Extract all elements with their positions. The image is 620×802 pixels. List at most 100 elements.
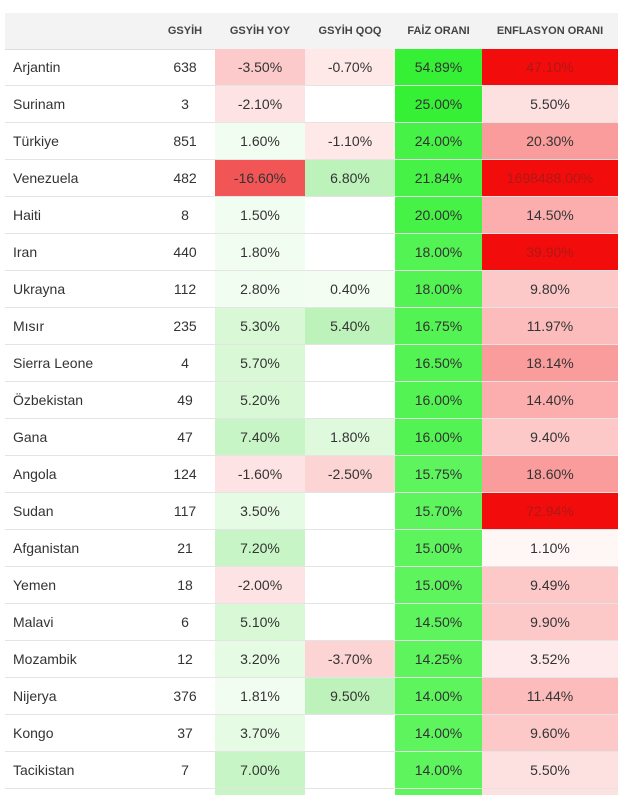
country-cell[interactable]: Surinam <box>13 96 66 112</box>
table-row[interactable]: Nijerya 376 1.81% 9.50% 14.00% 11.44% <box>5 678 618 715</box>
country-cell[interactable]: Iran <box>13 244 38 260</box>
country-cell[interactable]: Sierra Leone <box>13 355 94 371</box>
table-row[interactable]: Iran 440 1.80% 18.00% 39.90% <box>5 234 618 271</box>
country-cell[interactable]: Nijerya <box>13 688 57 704</box>
table-row[interactable]: Malavi 6 5.10% 14.50% 9.90% <box>5 604 618 641</box>
country-cell[interactable]: Özbekistan <box>13 392 84 408</box>
table-row[interactable]: Afganistan 21 7.20% 15.00% 1.10% <box>5 530 618 567</box>
interest-rate-cell: 24.00% <box>395 123 482 159</box>
country-cell[interactable]: Yemen <box>13 577 57 593</box>
gdp-yoy-cell: -16.60% <box>215 160 305 196</box>
gdp-cell: 4 <box>181 355 189 371</box>
gdp-cell: 7 <box>181 762 189 778</box>
country-cell[interactable]: Sudan <box>13 503 54 519</box>
gdp-qoq-cell <box>305 715 395 751</box>
interest-rate-cell: 54.89% <box>395 49 482 85</box>
column-header-gdp-qoq[interactable]: GSYİH QOQ <box>318 25 382 37</box>
gdp-cell: 21 <box>177 540 193 556</box>
gdp-qoq-cell <box>305 752 395 788</box>
gdp-yoy-cell: 1.50% <box>215 197 305 233</box>
gdp-qoq-cell: -3.70% <box>305 641 395 677</box>
gdp-yoy-cell: 5.20% <box>215 382 305 418</box>
gdp-yoy-cell: 3.20% <box>215 641 305 677</box>
gdp-yoy-cell: 3.70% <box>215 715 305 751</box>
country-cell[interactable]: Venezuela <box>13 170 79 186</box>
gdp-yoy-cell: 2.80% <box>215 271 305 307</box>
table-row[interactable]: Sierra Leone 4 5.70% 16.50% 18.14% <box>5 345 618 382</box>
table-row[interactable]: Mısır 235 5.30% 5.40% 16.75% 11.97% <box>5 308 618 345</box>
country-cell[interactable]: Mozambik <box>13 651 77 667</box>
table-row[interactable]: Ukrayna 112 2.80% 0.40% 18.00% 9.80% <box>5 271 618 308</box>
gdp-cell: 47 <box>177 429 193 445</box>
table-row[interactable]: Tacikistan 7 7.00% 14.00% 5.50% <box>5 752 618 789</box>
country-cell[interactable]: Türkiye <box>13 133 59 149</box>
gdp-yoy-cell: 1.81% <box>215 678 305 714</box>
table-row[interactable]: Gana 47 7.40% 1.80% 16.00% 9.40% <box>5 419 618 456</box>
table-row[interactable]: Mozambik 12 3.20% -3.70% 14.25% 3.52% <box>5 641 618 678</box>
gdp-yoy-cell: 3.50% <box>215 493 305 529</box>
gdp-cell: 12 <box>177 651 193 667</box>
country-cell[interactable]: Afganistan <box>13 540 80 556</box>
gdp-cell: 18 <box>177 577 193 593</box>
country-cell[interactable]: Ukrayna <box>13 281 66 297</box>
gdp-yoy-cell: 1.80% <box>215 234 305 270</box>
inflation-rate-cell: 14.50% <box>482 197 618 233</box>
country-cell[interactable]: Gana <box>13 429 48 445</box>
interest-rate-cell: 14.00% <box>395 678 482 714</box>
table-row[interactable]: Kongo 37 3.70% 14.00% 9.60% <box>5 715 618 752</box>
table-row[interactable]: Angola 124 -1.60% -2.50% 15.75% 18.60% <box>5 456 618 493</box>
inflation-rate-cell: 9.40% <box>482 419 618 455</box>
gdp-cell: 49 <box>177 392 193 408</box>
column-header-country[interactable] <box>5 13 155 49</box>
table-row[interactable]: Haiti 8 1.50% 20.00% 14.50% <box>5 197 618 234</box>
gdp-yoy-cell: 5.30% <box>215 308 305 344</box>
gdp-cell: 8 <box>181 207 189 223</box>
inflation-rate-cell: 20.30% <box>482 123 618 159</box>
table-header-row: GSYİH GSYİH YOY GSYİH QOQ FAİZ ORANI ENF… <box>5 13 618 50</box>
inflation-rate-cell: 9.90% <box>482 604 618 640</box>
table-row[interactable]: Surinam 3 -2.10% 25.00% 5.50% <box>5 86 618 123</box>
inflation-rate-cell: 72.94% <box>482 493 618 529</box>
gdp-cell: 235 <box>173 318 197 334</box>
country-cell[interactable]: Tacikistan <box>13 762 75 778</box>
interest-rate-cell: 18.00% <box>395 271 482 307</box>
gdp-cell: 3 <box>181 96 189 112</box>
table-row[interactable]: Türkiye 851 1.60% -1.10% 24.00% 20.30% <box>5 123 618 160</box>
inflation-rate-cell: 18.14% <box>482 345 618 381</box>
table-row[interactable]: Sudan 117 3.50% 15.70% 72.94% <box>5 493 618 530</box>
next-row-edge <box>215 789 305 795</box>
column-header-gdp-yoy[interactable]: GSYİH YOY <box>229 25 291 37</box>
table-row[interactable]: Özbekistan 49 5.20% 16.00% 14.40% <box>5 382 618 419</box>
gdp-qoq-cell <box>305 382 395 418</box>
inflation-rate-cell: 1698488.00% <box>482 160 618 196</box>
column-header-inflation-rate[interactable]: ENFLASYON ORANI <box>496 25 604 37</box>
gdp-cell: 376 <box>173 688 197 704</box>
gdp-cell: 117 <box>173 503 197 519</box>
interest-rate-cell: 15.75% <box>395 456 482 492</box>
country-cell[interactable]: Mısır <box>13 318 45 334</box>
interest-rate-cell: 16.75% <box>395 308 482 344</box>
column-header-interest-rate[interactable]: FAİZ ORANI <box>407 25 470 37</box>
table-row[interactable]: Venezuela 482 -16.60% 6.80% 21.84% 1698488.00… <box>5 160 618 197</box>
country-cell[interactable]: Kongo <box>13 725 54 741</box>
table-row[interactable]: Arjantin 638 -3.50% -0.70% 54.89% 47.10% <box>5 49 618 86</box>
table-row[interactable]: Yemen 18 -2.00% 15.00% 9.49% <box>5 567 618 604</box>
gdp-yoy-cell: 7.00% <box>215 752 305 788</box>
gdp-cell: 482 <box>173 170 197 186</box>
country-cell[interactable]: Haiti <box>13 207 42 223</box>
interest-rate-cell: 21.84% <box>395 160 482 196</box>
gdp-yoy-cell: 1.60% <box>215 123 305 159</box>
country-cell[interactable]: Malavi <box>13 614 54 630</box>
gdp-qoq-cell: -0.70% <box>305 49 395 85</box>
column-header-gdp[interactable]: GSYİH <box>167 25 203 37</box>
interest-rate-cell: 14.50% <box>395 604 482 640</box>
interest-rate-cell: 25.00% <box>395 86 482 122</box>
country-cell[interactable]: Arjantin <box>13 59 61 75</box>
gdp-yoy-cell: 5.70% <box>215 345 305 381</box>
inflation-rate-cell: 39.90% <box>482 234 618 270</box>
country-cell[interactable]: Angola <box>13 466 57 482</box>
next-row-edge <box>395 789 482 795</box>
inflation-rate-cell: 18.60% <box>482 456 618 492</box>
inflation-rate-cell: 9.80% <box>482 271 618 307</box>
gdp-yoy-cell: -2.00% <box>215 567 305 603</box>
